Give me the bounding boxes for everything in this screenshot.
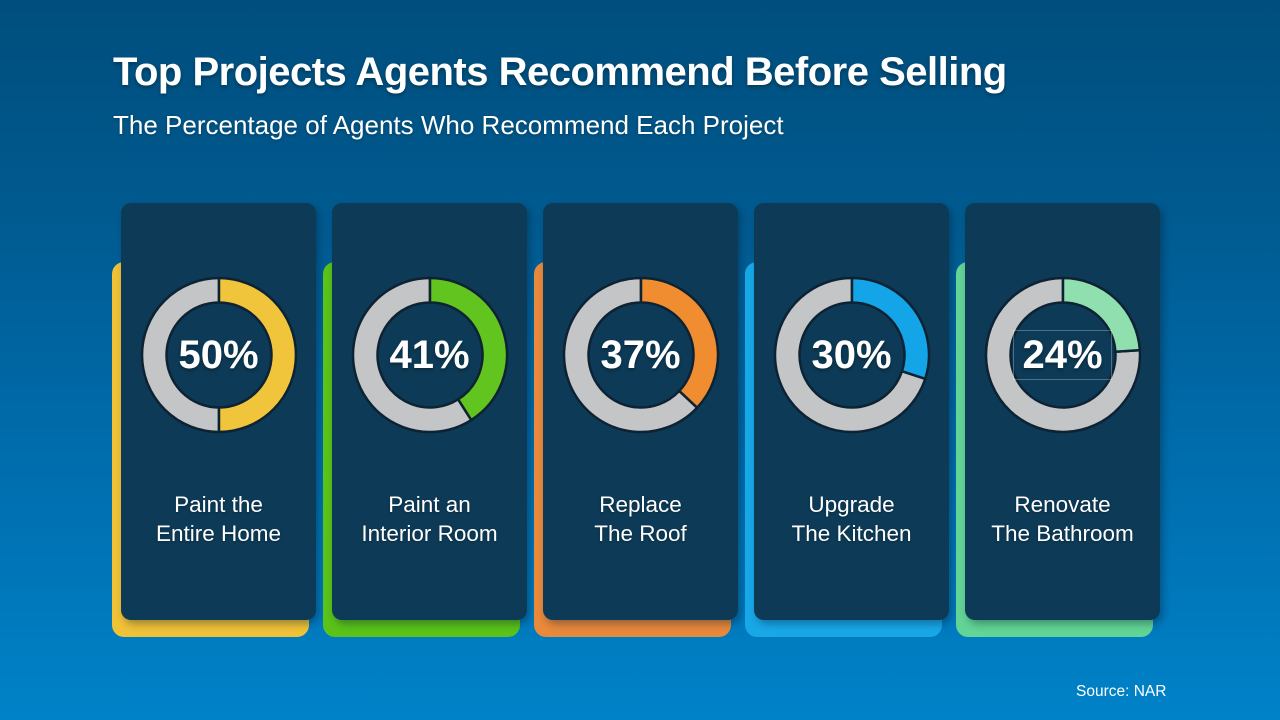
- project-card: 50% Paint the Entire Home: [112, 203, 316, 637]
- donut-svg: [773, 276, 930, 434]
- donut-svg: [984, 276, 1141, 434]
- project-card: 24% Renovate The Bathroom: [956, 203, 1160, 637]
- project-card: 41% Paint an Interior Room: [323, 203, 527, 637]
- project-label-line1: Paint the: [174, 492, 263, 517]
- donut-svg: [351, 276, 508, 434]
- project-cards-row: 50% Paint the Entire Home 41% Paint an I…: [112, 203, 1160, 637]
- project-label: Paint the Entire Home: [121, 491, 316, 548]
- project-card: 30% Upgrade The Kitchen: [745, 203, 949, 637]
- project-label-line1: Paint an: [388, 492, 471, 517]
- donut-svg: [140, 276, 297, 434]
- project-label: Replace The Roof: [543, 491, 738, 548]
- project-label: Renovate The Bathroom: [965, 491, 1160, 548]
- project-label: Paint an Interior Room: [332, 491, 527, 548]
- page-title: Top Projects Agents Recommend Before Sel…: [113, 50, 1007, 94]
- card-body: 30% Upgrade The Kitchen: [754, 203, 949, 620]
- project-label-line1: Renovate: [1014, 492, 1111, 517]
- source-note: Source: NAR: [1076, 683, 1167, 700]
- project-label-line2: Interior Room: [361, 520, 498, 546]
- project-label-line1: Upgrade: [808, 492, 895, 517]
- donut-chart: 50%: [139, 275, 299, 435]
- project-label-line2: The Bathroom: [991, 520, 1134, 546]
- donut-svg: [562, 276, 719, 434]
- donut-chart: 41%: [350, 275, 510, 435]
- project-label-line2: The Roof: [594, 520, 687, 546]
- donut-chart: 37%: [561, 275, 721, 435]
- donut-chart: 24%: [983, 275, 1143, 435]
- card-body: 50% Paint the Entire Home: [121, 203, 316, 620]
- page-subtitle: The Percentage of Agents Who Recommend E…: [113, 110, 784, 140]
- project-label: Upgrade The Kitchen: [754, 491, 949, 548]
- card-body: 24% Renovate The Bathroom: [965, 203, 1160, 620]
- card-body: 37% Replace The Roof: [543, 203, 738, 620]
- project-card: 37% Replace The Roof: [534, 203, 738, 637]
- project-label-line2: The Kitchen: [791, 520, 912, 546]
- donut-chart: 30%: [772, 275, 932, 435]
- card-body: 41% Paint an Interior Room: [332, 203, 527, 620]
- project-label-line2: Entire Home: [155, 520, 282, 546]
- project-label-line1: Replace: [599, 492, 682, 517]
